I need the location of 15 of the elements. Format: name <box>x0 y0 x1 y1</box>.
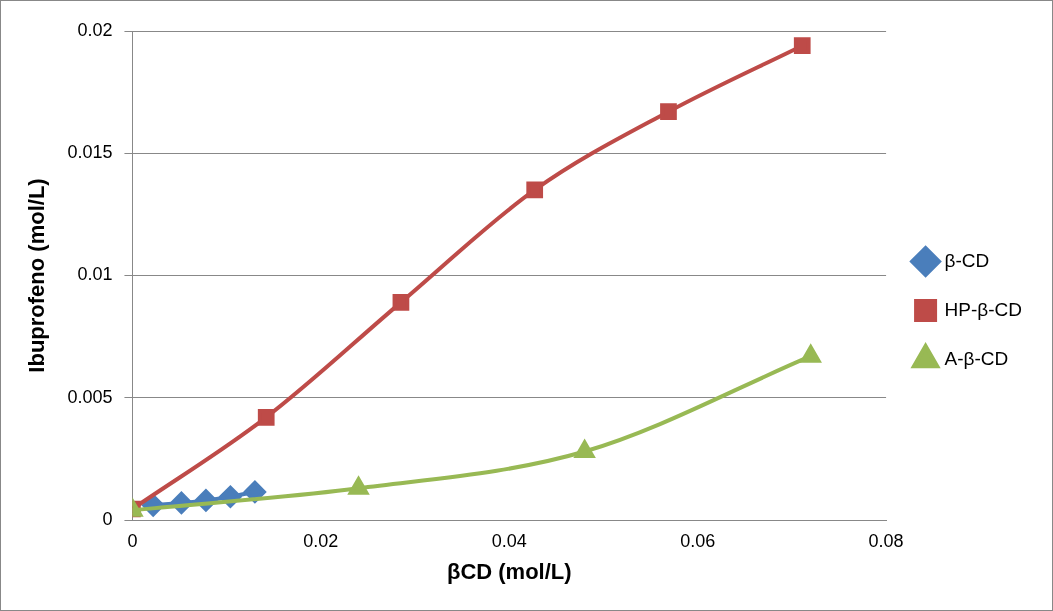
x-tick-label: 0.02 <box>303 530 339 551</box>
y-tick-label: 0.01 <box>77 264 113 285</box>
legend-label: β-CD <box>944 249 990 271</box>
x-axis-title: βCD (mol/L) <box>446 558 572 584</box>
y-tick-label: 0.015 <box>67 142 113 163</box>
y-tick-label: 0 <box>102 508 113 529</box>
x-tick-label: 0.06 <box>680 530 716 551</box>
y-tick-label: 0.005 <box>67 386 113 407</box>
x-tick-label: 0.08 <box>868 530 904 551</box>
y-tick-label: 0.02 <box>77 19 113 40</box>
x-tick-label: 0.04 <box>491 530 527 551</box>
y-axis-title: Ibuprofeno (mol/L) <box>24 178 50 373</box>
legend-label: HP-β-CD <box>944 298 1022 320</box>
x-tick-label: 0 <box>127 530 138 551</box>
legend-label: A-β-CD <box>944 347 1009 369</box>
